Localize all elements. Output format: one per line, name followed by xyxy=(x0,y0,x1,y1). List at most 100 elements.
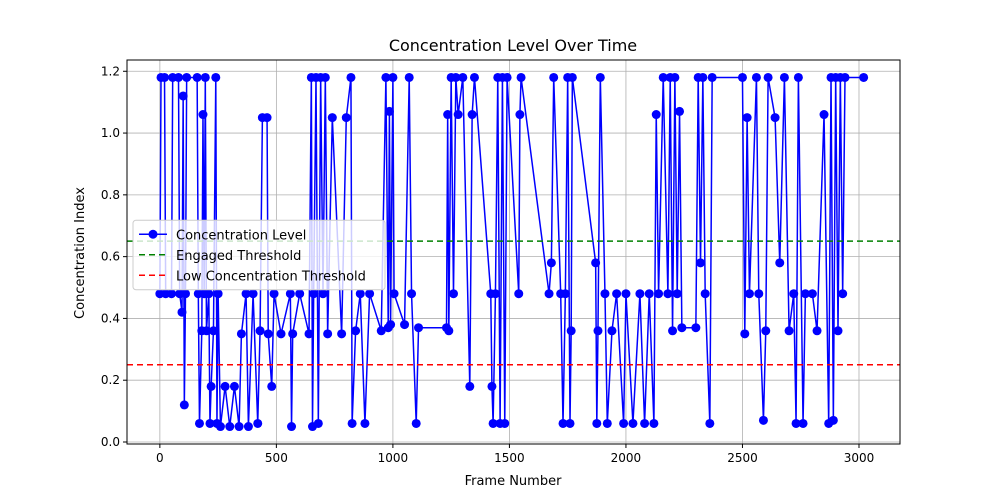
data-point xyxy=(205,418,215,428)
data-point xyxy=(365,289,375,299)
data-point xyxy=(619,418,629,428)
data-point xyxy=(779,72,789,82)
data-point xyxy=(560,289,570,299)
x-tick-label: 500 xyxy=(265,451,288,465)
data-point xyxy=(602,418,612,428)
x-tick-label: 0 xyxy=(156,451,164,465)
data-point xyxy=(775,258,785,268)
data-point xyxy=(770,113,780,123)
data-point xyxy=(360,418,370,428)
data-point xyxy=(263,329,273,339)
legend-label: Low Concentration Threshold xyxy=(176,269,366,284)
data-point xyxy=(388,72,398,82)
data-point xyxy=(448,289,458,299)
data-point xyxy=(675,106,685,116)
data-point xyxy=(761,326,771,336)
data-point xyxy=(621,289,631,299)
data-point xyxy=(640,418,650,428)
data-point xyxy=(177,307,187,317)
data-point xyxy=(262,113,272,123)
data-point xyxy=(833,326,843,336)
data-point xyxy=(288,329,298,339)
data-point xyxy=(192,72,202,82)
legend-marker xyxy=(148,229,158,239)
data-point xyxy=(490,289,500,299)
data-point xyxy=(267,381,277,391)
data-point xyxy=(807,289,817,299)
data-point xyxy=(469,72,479,82)
data-point xyxy=(376,326,386,336)
data-point xyxy=(444,326,454,336)
data-point xyxy=(800,289,810,299)
y-axis-label: Concentration Index xyxy=(73,187,88,319)
data-point xyxy=(386,320,396,330)
data-point xyxy=(341,113,351,123)
legend-box xyxy=(132,219,386,291)
data-point xyxy=(696,258,706,268)
data-point xyxy=(407,289,417,299)
data-point xyxy=(784,326,794,336)
data-point xyxy=(593,326,603,336)
data-point xyxy=(651,110,661,120)
data-point xyxy=(200,72,210,82)
data-point xyxy=(595,72,605,82)
data-point xyxy=(635,289,645,299)
data-point xyxy=(400,320,410,330)
y-tick-label: 0.6 xyxy=(101,250,120,264)
data-point xyxy=(213,289,223,299)
data-point xyxy=(160,72,170,82)
data-point xyxy=(443,110,453,120)
y-tick-label: 1.2 xyxy=(101,64,120,78)
data-point xyxy=(243,422,253,432)
data-point xyxy=(565,418,575,428)
data-point xyxy=(502,72,512,82)
data-point xyxy=(458,72,468,82)
data-point xyxy=(236,329,246,339)
x-tick-label: 2500 xyxy=(727,451,758,465)
data-point xyxy=(211,72,221,82)
plot-frame xyxy=(126,59,901,445)
y-tick-label: 0.0 xyxy=(101,435,120,449)
data-point xyxy=(178,91,188,101)
data-point xyxy=(672,289,682,299)
data-point xyxy=(404,72,414,82)
data-point xyxy=(670,72,680,82)
data-point xyxy=(600,289,610,299)
legend-label: Concentration Level xyxy=(176,228,306,243)
data-point xyxy=(658,72,668,82)
data-point xyxy=(591,258,601,268)
data-point xyxy=(668,326,678,336)
data-point xyxy=(225,422,235,432)
y-tick-label: 0.8 xyxy=(101,188,120,202)
data-point xyxy=(567,72,577,82)
data-point xyxy=(705,418,715,428)
data-point xyxy=(194,418,204,428)
data-point xyxy=(654,289,664,299)
data-point xyxy=(859,72,869,82)
data-point xyxy=(737,72,747,82)
data-point xyxy=(516,72,526,82)
data-point xyxy=(234,422,244,432)
data-point xyxy=(663,289,673,299)
data-point xyxy=(384,106,394,116)
data-point xyxy=(313,418,323,428)
data-point xyxy=(758,415,768,425)
data-point xyxy=(612,289,622,299)
data-point xyxy=(318,289,328,299)
data-point xyxy=(691,323,701,333)
legend: Concentration Level Engaged Threshold Low … xyxy=(132,219,386,291)
data-point xyxy=(253,418,263,428)
data-point xyxy=(276,329,286,339)
data-point xyxy=(347,418,357,428)
data-point xyxy=(337,329,347,339)
data-point xyxy=(180,289,190,299)
data-point xyxy=(812,326,822,336)
data-point xyxy=(742,113,752,123)
data-point xyxy=(751,72,761,82)
data-point xyxy=(649,418,659,428)
data-point xyxy=(789,289,799,299)
data-point xyxy=(201,326,211,336)
data-point xyxy=(411,418,421,428)
data-point xyxy=(754,289,764,299)
